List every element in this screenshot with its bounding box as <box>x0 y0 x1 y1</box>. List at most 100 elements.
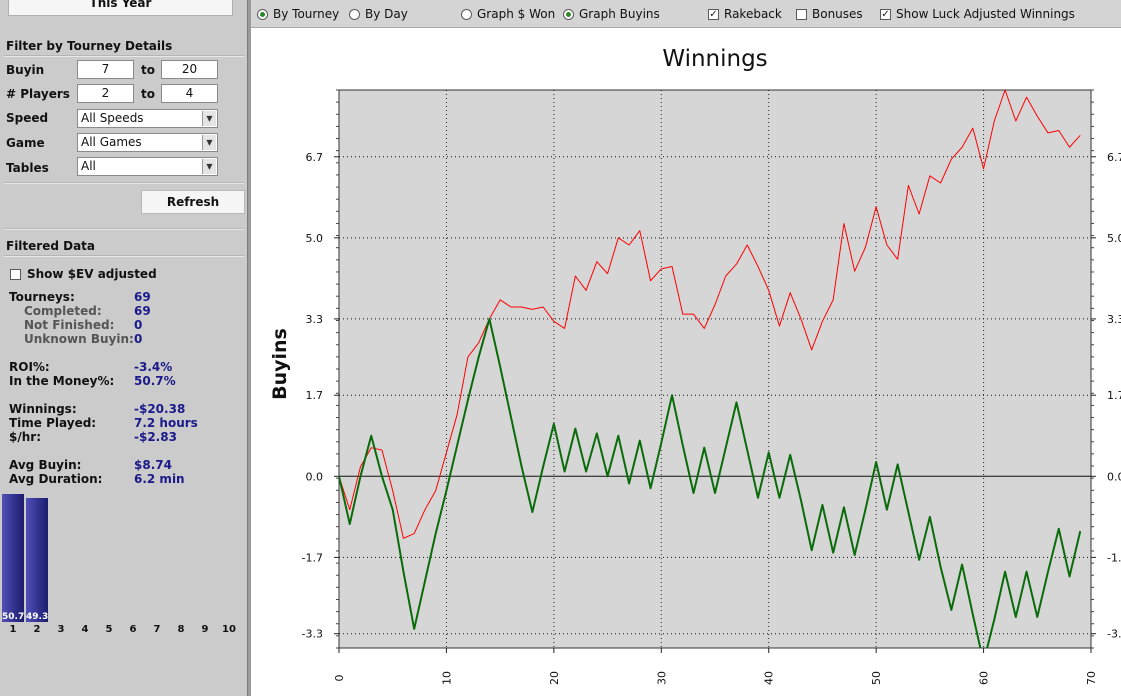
histogram-tick: 10 <box>222 624 236 635</box>
y-tick-label-right: 3.3 <box>1107 313 1121 326</box>
radio-selected-icon[interactable] <box>257 8 268 20</box>
winnings-chart: 0 10 20 30 40 50 60 70 6.7 6.7 5.0 5.0 3.3 3.3 1.7 1.7 0… <box>269 46 1121 685</box>
divider <box>4 228 244 230</box>
stat-value: 50.7% <box>134 374 176 388</box>
players-max-input[interactable]: 4 <box>161 84 218 103</box>
histogram-tick: 1 <box>9 624 17 635</box>
histogram-tick: 7 <box>153 624 161 635</box>
y-tick-label: 5.0 <box>306 232 324 245</box>
y-tick-label: 6.7 <box>306 151 324 164</box>
rakeback-label: Rakeback <box>724 7 782 21</box>
stat-value: -3.4% <box>134 360 173 374</box>
y-tick-label-right: -1.7 <box>1107 551 1121 564</box>
chevron-down-icon[interactable]: ▼ <box>202 111 216 126</box>
ev-adjusted-label: Show $EV adjusted <box>27 267 157 281</box>
y-tick-label: 1.7 <box>306 389 324 402</box>
bonuses-option[interactable]: Bonuses <box>796 7 863 21</box>
filter-panel: This Year Filter by Tourney Details Buyi… <box>0 0 247 696</box>
by-tourney-option[interactable]: By Tourney <box>257 7 339 21</box>
by-day-option[interactable]: By Day <box>349 7 408 21</box>
ev-adjusted-checkbox[interactable] <box>10 268 21 280</box>
y-tick-label: -1.7 <box>302 551 323 564</box>
histogram-tick: 6 <box>129 624 137 635</box>
stat-value: -$2.83 <box>134 430 177 444</box>
stat-value: -$20.38 <box>134 402 186 416</box>
stat-value: 69 <box>134 290 151 304</box>
buyin-to-label: to <box>141 63 155 77</box>
stat-label: Completed: <box>24 304 102 318</box>
graph-won-option[interactable]: Graph $ Won <box>461 7 555 21</box>
stat-value: 0 <box>134 332 143 346</box>
histogram-bar-label: 50.7 <box>2 612 25 622</box>
checkbox-icon[interactable] <box>796 8 807 20</box>
x-tick-label: 70 <box>1085 671 1098 685</box>
histogram-bar: 49.3 <box>26 497 49 622</box>
players-min-input[interactable]: 2 <box>77 84 134 103</box>
buyin-min-input[interactable]: 7 <box>77 60 134 79</box>
tables-label: Tables <box>6 161 49 175</box>
series-line-2 <box>339 317 1082 648</box>
tables-select[interactable]: All ▼ <box>77 157 218 176</box>
graph-won-label: Graph $ Won <box>477 7 556 21</box>
divider <box>4 255 244 257</box>
radio-selected-icon[interactable] <box>563 8 574 20</box>
plot-area <box>338 89 1092 649</box>
stat-label: ROI%: <box>9 360 50 374</box>
speed-value: All Speeds <box>81 111 144 125</box>
radio-icon[interactable] <box>349 8 360 20</box>
rakeback-option[interactable]: ✓ Rakeback <box>708 7 782 21</box>
x-tick-label: 50 <box>870 671 883 685</box>
checkbox-checked-icon[interactable]: ✓ <box>880 8 891 20</box>
y-tick-label: 0.0 <box>306 470 324 483</box>
stat-value: 0 <box>134 318 143 332</box>
game-label: Game <box>6 136 45 150</box>
stat-value: 69 <box>134 304 151 318</box>
y-tick-label-right: 5.0 <box>1107 232 1121 245</box>
stat-value: 6.2 min <box>134 472 185 486</box>
refresh-button[interactable]: Refresh <box>141 190 245 214</box>
histogram-tick: 5 <box>105 624 113 635</box>
this-year-button[interactable]: This Year <box>8 0 233 16</box>
chart-title: Winnings <box>662 46 767 72</box>
histogram-bar: 50.7 <box>2 494 24 622</box>
y-tick-label: 3.3 <box>306 313 324 326</box>
histogram-bar-label: 49.3 <box>26 611 49 622</box>
histogram-tick: 2 <box>33 624 41 635</box>
speed-select[interactable]: All Speeds ▼ <box>77 109 218 128</box>
graph-buyins-option[interactable]: Graph Buyins <box>563 7 660 21</box>
buyin-max-input[interactable]: 20 <box>161 60 218 79</box>
stat-label: Tourneys: <box>9 290 75 304</box>
radio-icon[interactable] <box>461 8 472 20</box>
players-to-label: to <box>141 87 155 101</box>
y-tick-label-right: 1.7 <box>1107 389 1121 402</box>
x-tick-label: 40 <box>763 671 776 685</box>
graph-toolbar: By Tourney By Day Graph $ Won Graph Buyi… <box>251 0 1121 28</box>
y-axis-label: Buyins <box>269 328 291 400</box>
x-tick-label: 60 <box>978 671 991 685</box>
stat-label: Avg Duration: <box>9 472 103 486</box>
luck-adjusted-label: Show Luck Adjusted Winnings <box>896 7 1075 21</box>
luck-adjusted-option[interactable]: ✓ Show Luck Adjusted Winnings <box>880 7 1075 21</box>
stat-label: Avg Buyin: <box>9 458 82 472</box>
bonuses-label: Bonuses <box>812 7 863 21</box>
stat-value: $8.74 <box>134 458 172 472</box>
y-tick-label-right: -3.3 <box>1107 628 1121 641</box>
x-tick-label: 30 <box>655 671 668 685</box>
ev-adjusted-row[interactable]: Show $EV adjusted <box>10 267 157 281</box>
chevron-down-icon[interactable]: ▼ <box>202 159 216 174</box>
graph-buyins-label: Graph Buyins <box>579 7 660 21</box>
checkbox-checked-icon[interactable]: ✓ <box>708 8 719 20</box>
x-tick-label: 0 <box>333 675 346 682</box>
divider <box>4 182 244 184</box>
stat-label: In the Money%: <box>9 374 115 388</box>
panel-splitter[interactable] <box>247 0 251 696</box>
stat-value: 7.2 hours <box>134 416 198 430</box>
chevron-down-icon[interactable]: ▼ <box>202 135 216 150</box>
x-tick-label: 20 <box>548 671 561 685</box>
stat-label: Unknown Buyin: <box>24 332 134 346</box>
histogram-tick: 9 <box>201 624 209 635</box>
divider <box>4 55 244 57</box>
histogram-tick: 3 <box>57 624 65 635</box>
game-select[interactable]: All Games ▼ <box>77 133 218 152</box>
x-tick-label: 10 <box>440 671 453 685</box>
